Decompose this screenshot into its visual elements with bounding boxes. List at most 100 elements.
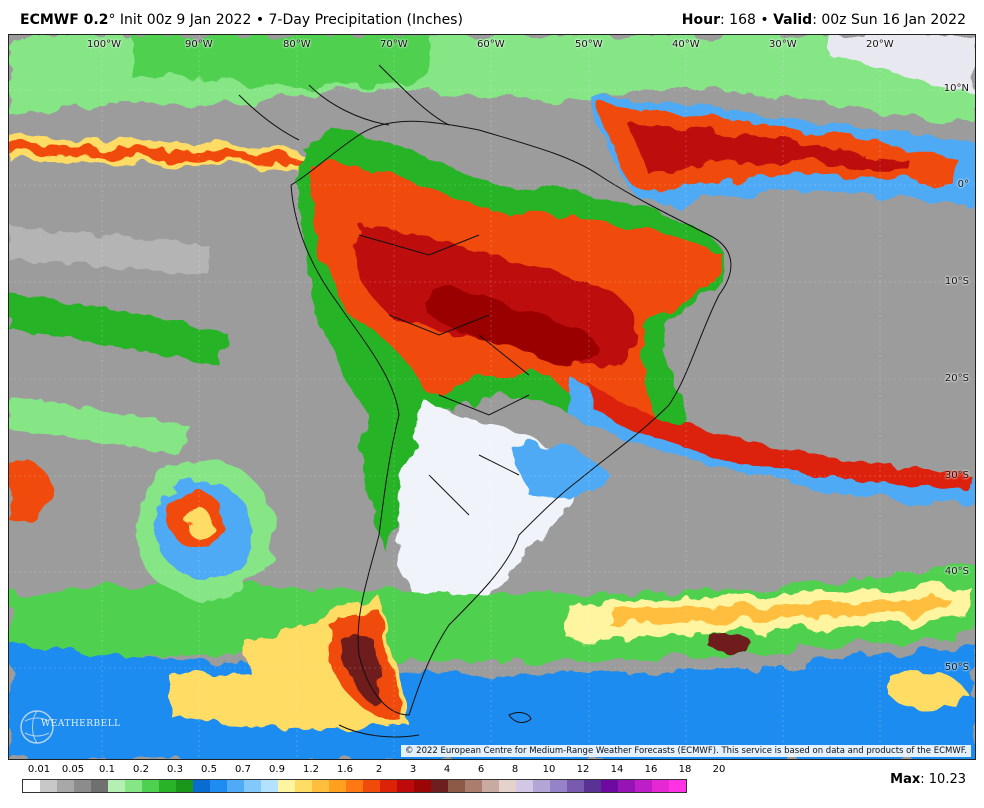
legend-swatch (244, 780, 261, 792)
longitude-label: 70°W (380, 39, 408, 50)
legend-label: 3 (409, 764, 417, 775)
precipitation-detail (9, 225, 969, 730)
latitude-label: 10°N (943, 83, 969, 94)
longitude-label: 20°W (866, 39, 894, 50)
legend-label: 0.05 (61, 764, 85, 775)
legend-swatch (482, 780, 499, 792)
legend-swatch (74, 780, 91, 792)
legend-swatch (91, 780, 108, 792)
max-number: : 10.23 (920, 772, 966, 787)
longitude-label: 30°W (769, 39, 797, 50)
legend-swatch (635, 780, 652, 792)
longitude-label: 80°W (283, 39, 311, 50)
max-label: Max (890, 772, 921, 787)
legend-swatch (142, 780, 159, 792)
legend-swatch (618, 780, 635, 792)
legend-swatch (278, 780, 295, 792)
latitude-label: 20°S (944, 373, 969, 384)
legend-swatch (57, 780, 74, 792)
legend-swatch (193, 780, 210, 792)
legend-swatch (312, 780, 329, 792)
legend-swatch (550, 780, 567, 792)
longitude-label: 100°W (87, 39, 121, 50)
legend-label: 0.3 (167, 764, 183, 775)
legend-color-bar (22, 779, 687, 793)
forecast-time: Hour: 168 • Valid: 00z Sun 16 Jan 2022 (682, 12, 966, 28)
legend-swatch (108, 780, 125, 792)
legend-swatch (533, 780, 550, 792)
valid-value: : 00z Sun 16 Jan 2022 (812, 12, 966, 28)
legend-label: 1.6 (337, 764, 353, 775)
precipitation-map: 100°W 90°W 80°W 70°W 60°W 50°W 40°W 30°W… (8, 34, 976, 760)
legend-swatch (261, 780, 278, 792)
latitude-label: 10°S (944, 276, 969, 287)
latitude-label: 30°S (944, 470, 969, 481)
precipitation-legend: 0.01 0.05 0.1 0.2 0.3 0.5 0.7 0.9 1.2 1.6 2 3 4 6 8 10 1… (22, 764, 726, 800)
legend-swatch (176, 780, 193, 792)
legend-label: 8 (511, 764, 519, 775)
legend-labels: 0.01 0.05 0.1 0.2 0.3 0.5 0.7 0.9 1.2 1.6 2 3 4 6 8 10 1… (22, 764, 726, 778)
legend-swatch (363, 780, 380, 792)
legend-swatch (329, 780, 346, 792)
model-name: ECMWF 0.2 (20, 12, 109, 28)
legend-swatch (227, 780, 244, 792)
logo-text: WEATHERBELL (41, 719, 121, 729)
valid-label: Valid (773, 12, 813, 28)
coastlines (238, 64, 732, 738)
weatherbell-logo: WEATHERBELL (19, 707, 120, 747)
legend-swatch (669, 780, 686, 792)
legend-swatch (499, 780, 516, 792)
legend-swatch (601, 780, 618, 792)
legend-label: 18 (678, 764, 692, 775)
hour-value: : 168 • (720, 12, 774, 28)
latitude-label: 50°S (944, 662, 969, 673)
max-value: Max: 10.23 (890, 772, 966, 787)
legend-label: 0.1 (99, 764, 115, 775)
legend-label: 14 (610, 764, 624, 775)
legend-swatch (652, 780, 669, 792)
legend-label: 16 (644, 764, 658, 775)
precipitation-field (9, 35, 975, 759)
legend-label: 20 (712, 764, 726, 775)
legend-swatch (431, 780, 448, 792)
longitude-label: 60°W (477, 39, 505, 50)
map-title: ECMWF 0.2° Init 00z 9 Jan 2022 • 7-Day P… (20, 12, 463, 28)
legend-label: 0.01 (27, 764, 51, 775)
latitude-label: 0° (957, 179, 969, 190)
legend-label: 0.9 (269, 764, 285, 775)
init-text: Init 00z 9 Jan 2022 • 7-Day Precipitatio… (115, 12, 463, 28)
longitude-label: 90°W (185, 39, 213, 50)
legend-label: 1.2 (303, 764, 319, 775)
legend-swatch (40, 780, 57, 792)
legend-swatch (516, 780, 533, 792)
legend-swatch (210, 780, 227, 792)
longitude-label: 50°W (575, 39, 603, 50)
legend-label: 12 (576, 764, 590, 775)
legend-label: 6 (477, 764, 485, 775)
legend-swatch (23, 780, 40, 792)
legend-label: 0.7 (235, 764, 251, 775)
hour-label: Hour (681, 12, 721, 28)
legend-swatch (397, 780, 414, 792)
legend-swatch (465, 780, 482, 792)
header: ECMWF 0.2° Init 00z 9 Jan 2022 • 7-Day P… (0, 0, 984, 34)
logo-globe-icon (20, 710, 54, 744)
legend-swatch (346, 780, 363, 792)
map-canvas (9, 35, 975, 759)
legend-swatch (125, 780, 142, 792)
legend-swatch (567, 780, 584, 792)
legend-label: 4 (443, 764, 451, 775)
legend-label: 0.5 (201, 764, 217, 775)
latitude-label: 40°S (944, 566, 969, 577)
legend-swatch (380, 780, 397, 792)
legend-swatch (295, 780, 312, 792)
legend-swatch (159, 780, 176, 792)
legend-swatch (414, 780, 431, 792)
legend-swatch (448, 780, 465, 792)
legend-label: 0.2 (133, 764, 149, 775)
copyright-notice: © 2022 European Centre for Medium-Range … (400, 745, 971, 757)
degree-symbol: ° (108, 12, 116, 28)
legend-label: 2 (375, 764, 383, 775)
graticule (9, 35, 975, 759)
legend-swatch (584, 780, 601, 792)
